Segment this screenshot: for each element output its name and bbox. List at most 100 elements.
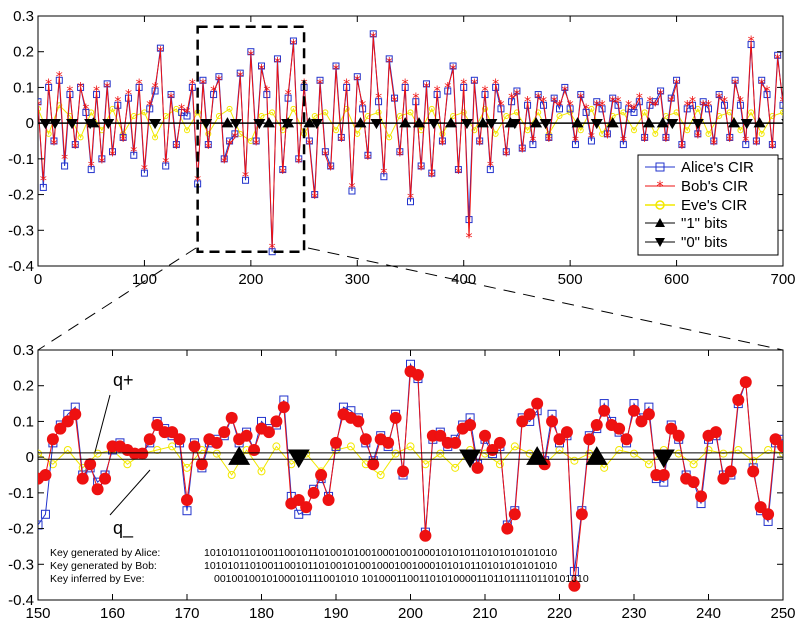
bot-bob-point bbox=[568, 579, 581, 592]
top-eve-point bbox=[780, 109, 783, 116]
top-eve-point bbox=[513, 109, 520, 116]
top-bob-point: * bbox=[710, 138, 717, 154]
bot-bob-point bbox=[471, 461, 484, 474]
bot-eve-point bbox=[346, 442, 355, 451]
top-alice-point bbox=[236, 69, 244, 77]
top-bob-point: * bbox=[168, 91, 175, 107]
bot-bob-point bbox=[687, 476, 700, 489]
top-alice-point bbox=[593, 98, 601, 106]
top-alice-point bbox=[316, 76, 324, 84]
bot-bob-point bbox=[411, 369, 424, 381]
top-alice-point bbox=[571, 141, 579, 149]
top-zero-bit-marker bbox=[691, 118, 704, 130]
top-bob-point: * bbox=[748, 34, 755, 50]
bot-bob-point bbox=[575, 508, 588, 521]
bot-bob-point bbox=[620, 433, 633, 446]
bot-eve-point bbox=[451, 463, 460, 472]
top-zero-bit-marker bbox=[66, 118, 79, 130]
top-alice-point bbox=[103, 80, 111, 88]
bot-bob-point bbox=[493, 436, 506, 449]
top-ytick-label: -0.2 bbox=[8, 187, 34, 204]
bot-alice-point bbox=[38, 520, 43, 530]
top-bob-point: * bbox=[556, 98, 563, 114]
top-bob-point: * bbox=[689, 95, 696, 111]
bot-bob-point bbox=[642, 408, 655, 421]
top-zoom-box bbox=[196, 25, 306, 253]
bot-ytick-label: 0.2 bbox=[13, 378, 34, 395]
top-bob-point: * bbox=[668, 95, 675, 111]
bot-bob-point bbox=[501, 522, 514, 535]
top-eve-point bbox=[364, 113, 371, 119]
top-bob-point: * bbox=[678, 141, 685, 157]
bot-xtick-label: 250 bbox=[770, 605, 795, 622]
bot-bob-point bbox=[523, 408, 536, 421]
top-bob-point: * bbox=[466, 230, 473, 246]
top-eve-point bbox=[577, 127, 584, 134]
bot-eve-point bbox=[93, 449, 102, 458]
bot-bob-point bbox=[762, 508, 775, 521]
top-alice-point bbox=[742, 141, 750, 149]
bot-eve-point bbox=[48, 460, 57, 469]
top-bob-point: * bbox=[646, 95, 653, 111]
bot-bob-point bbox=[628, 404, 640, 417]
top-bob-point: * bbox=[215, 73, 222, 89]
top-alice-point bbox=[332, 62, 340, 70]
top-eve-point bbox=[556, 113, 563, 119]
bot-one-bit-marker bbox=[526, 446, 549, 465]
bot-eve-point bbox=[212, 449, 221, 458]
top-bob-point: * bbox=[764, 84, 771, 100]
bot-eve-point bbox=[719, 449, 728, 458]
top-eve-point bbox=[471, 127, 478, 134]
top-eve-point bbox=[258, 113, 265, 119]
top-bob-point: * bbox=[524, 95, 531, 111]
top-alice-point bbox=[587, 137, 595, 145]
top-zero-bit-marker bbox=[781, 118, 783, 122]
top-xtick-label: 300 bbox=[345, 271, 370, 288]
top-one-bit-marker bbox=[221, 117, 234, 128]
top-bob-point: * bbox=[662, 134, 669, 150]
top-eve-point bbox=[205, 130, 212, 137]
top-bob-point: * bbox=[529, 134, 536, 150]
top-eve-point bbox=[535, 109, 542, 116]
top-xtick-label: 700 bbox=[770, 271, 795, 288]
bot-eve-point bbox=[570, 456, 579, 465]
bot-eve-point bbox=[272, 442, 281, 451]
top-bob-point: * bbox=[72, 141, 79, 157]
bot-bob-point bbox=[657, 469, 670, 481]
bottom-panel: 150 160 170 180 190 200 210 220 230 240 250 -0.4 -0.… bbox=[8, 342, 795, 622]
top-bob-point: * bbox=[513, 88, 520, 104]
top-bob-point: * bbox=[199, 77, 206, 93]
top-alice-point bbox=[273, 55, 281, 63]
bot-bob-point bbox=[240, 429, 253, 442]
key-alice-label: Key generated by Alice: bbox=[50, 547, 160, 559]
top-xtick-label: 200 bbox=[238, 271, 263, 288]
top-eve-point bbox=[428, 105, 435, 112]
top-alice-point bbox=[529, 141, 537, 149]
top-zero-bit-marker bbox=[102, 118, 115, 130]
top-zero-bit-marker bbox=[84, 118, 97, 130]
top-xtick-label: 400 bbox=[451, 271, 476, 288]
top-eve-point bbox=[758, 130, 765, 137]
bot-zero-bit-marker bbox=[459, 449, 482, 469]
top-bob-point: * bbox=[769, 141, 776, 157]
bot-bob-point bbox=[389, 411, 402, 424]
top-bob-point: * bbox=[50, 138, 57, 154]
bot-bob-point bbox=[210, 436, 223, 449]
top-zero-bit-marker bbox=[666, 118, 679, 130]
top-bob-point: * bbox=[40, 173, 47, 189]
top-alice-point bbox=[167, 91, 175, 99]
top-bob-point: * bbox=[428, 170, 435, 186]
bot-bob-point bbox=[382, 436, 395, 449]
top-alice-point bbox=[779, 101, 783, 109]
top-bob-point: * bbox=[742, 134, 749, 150]
bot-eve-point bbox=[376, 471, 385, 479]
bot-bob-point bbox=[181, 494, 193, 506]
bot-xtick-label: 230 bbox=[621, 605, 646, 622]
top-bob-point: * bbox=[354, 73, 361, 89]
top-bob-point: * bbox=[61, 152, 68, 168]
top-bob-point: * bbox=[104, 80, 111, 96]
top-bob-point: * bbox=[455, 166, 462, 182]
top-eve-point bbox=[77, 134, 84, 141]
top-bob-point: * bbox=[290, 38, 297, 54]
